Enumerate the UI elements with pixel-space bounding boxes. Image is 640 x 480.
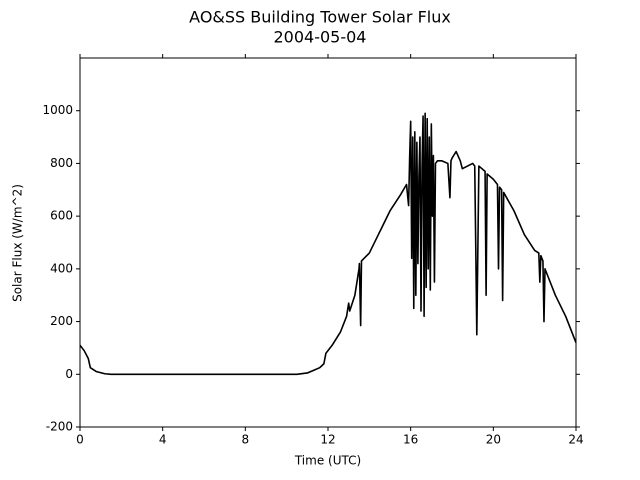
plot-frame: [79, 57, 577, 428]
y-tick-label: 200: [50, 314, 73, 328]
chart-subtitle: 2004-05-04: [274, 28, 367, 47]
y-axis-label: Solar Flux (W/m^2): [11, 184, 25, 302]
x-tick-label: 16: [403, 433, 418, 447]
x-tick-label: 20: [486, 433, 501, 447]
y-tick-label: -200: [46, 420, 73, 434]
y-tick-label: 1000: [42, 103, 73, 117]
y-tick-label: 0: [65, 367, 73, 381]
x-tick-label: 12: [320, 433, 335, 447]
y-tick-label: 800: [50, 156, 73, 170]
x-tick-label: 24: [568, 433, 583, 447]
x-tick-label: 4: [159, 433, 167, 447]
chart-title: AO&SS Building Tower Solar Flux: [189, 8, 451, 27]
data-line: [79, 112, 577, 376]
y-tick-label: 600: [50, 209, 73, 223]
x-tick-label: 0: [76, 433, 84, 447]
y-tick-label: 400: [50, 261, 73, 275]
x-axis-label: Time (UTC): [294, 454, 361, 468]
x-tick-label: 8: [242, 433, 250, 447]
